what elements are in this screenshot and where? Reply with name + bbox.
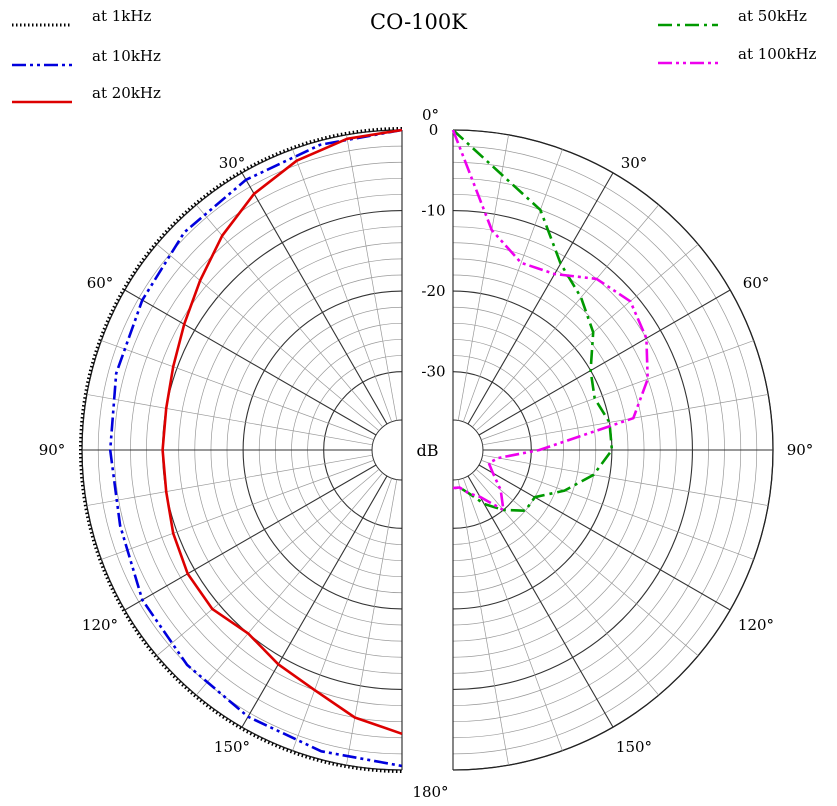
- legend-item-100khz: at 100kHz: [658, 44, 817, 65]
- grid-spoke-left: [292, 149, 393, 422]
- grid-spoke-right: [475, 469, 699, 656]
- legend-label-50khz: at 50kHz: [738, 7, 807, 25]
- legend-swatch-svg-1khz: [12, 23, 72, 27]
- legend-swatch-svg-100khz: [658, 61, 718, 65]
- legend-label-10khz: at 10kHz: [92, 47, 161, 65]
- legend-swatch-100khz: [658, 51, 718, 65]
- grid-spoke-left: [241, 172, 388, 425]
- grid-spoke-left: [101, 340, 374, 441]
- polar-labels: 0 -10 -20 -30 dB 0° 180° 30° 60° 90° 120° 150° 30° 60…: [39, 106, 814, 801]
- legend-item-20khz: at 20kHz: [12, 83, 161, 104]
- angle-label-right-4: 150°: [616, 738, 652, 756]
- grid-spoke-right: [457, 134, 509, 421]
- angle-label-180: 180°: [412, 783, 448, 801]
- series-line-2: [161, 128, 403, 736]
- series-line-4: [451, 129, 649, 512]
- legend-item-10khz: at 10kHz: [12, 46, 161, 67]
- grid-spoke-right: [482, 454, 769, 506]
- legend-swatch-svg-20khz: [12, 100, 72, 104]
- grid-spoke-right: [467, 475, 614, 728]
- grid-spoke-right: [457, 479, 509, 766]
- grid-spoke-left: [156, 469, 380, 656]
- radial-tick-label: -20: [421, 282, 445, 300]
- grid-spoke-left: [196, 472, 383, 696]
- grid-spoke-right: [478, 464, 731, 611]
- legend-swatch-20khz: [12, 90, 72, 104]
- grid-spoke-left: [124, 289, 377, 436]
- grid-spoke-left: [86, 454, 373, 506]
- chart-title: CO-100K: [370, 10, 467, 34]
- unit-label: dB: [417, 441, 439, 460]
- angle-label-right-2: 90°: [787, 441, 814, 459]
- grid-spoke-right: [472, 204, 659, 428]
- legend-label-100khz: at 100kHz: [738, 45, 817, 63]
- grid-spoke-right: [462, 478, 563, 751]
- grid-spoke-left: [346, 134, 398, 421]
- grid-spoke-right: [475, 244, 699, 431]
- angle-label-left-4: 150°: [214, 738, 250, 756]
- legend-swatch-10khz: [12, 53, 72, 67]
- angle-label-0: 0°: [422, 106, 439, 124]
- legend-swatch-svg-10khz: [12, 63, 72, 67]
- legend-swatch-1khz: [12, 13, 72, 27]
- angle-label-left-0: 30°: [219, 154, 246, 172]
- angle-label-left-1: 60°: [87, 274, 114, 292]
- legend-item-1khz: at 1kHz: [12, 6, 152, 27]
- grid-spoke-right: [482, 394, 769, 446]
- grid-spoke-right: [478, 289, 731, 436]
- grid-spoke-right: [462, 149, 563, 422]
- grid-spoke-left: [292, 478, 393, 751]
- grid-inner-right: [452, 419, 484, 481]
- grid-spoke-left: [86, 394, 373, 446]
- grid-spoke-right: [467, 172, 614, 425]
- series-line-0: [79, 127, 402, 773]
- angle-label-right-1: 60°: [743, 274, 770, 292]
- radial-tick-label: -30: [421, 363, 445, 381]
- radial-tick-label: 0: [429, 121, 439, 139]
- radial-tick-label: -10: [421, 202, 445, 220]
- angle-label-right-0: 30°: [621, 154, 648, 172]
- grid-spoke-left: [156, 244, 380, 431]
- grid-inner-left: [371, 419, 403, 481]
- angle-label-left-2: 90°: [39, 441, 66, 459]
- legend-swatch-50khz: [658, 13, 718, 27]
- grid-spoke-left: [124, 464, 377, 611]
- legend-swatch-svg-50khz: [658, 23, 718, 27]
- grid-spoke-left: [101, 459, 374, 560]
- legend-label-1khz: at 1kHz: [92, 7, 152, 25]
- grid-spoke-right: [481, 340, 754, 441]
- polar-series: [79, 127, 649, 773]
- grid-spoke-right: [481, 459, 754, 560]
- angle-label-right-3: 120°: [738, 616, 774, 634]
- series-line-3: [452, 129, 614, 512]
- legend-label-20khz: at 20kHz: [92, 84, 161, 102]
- grid-spoke-left: [241, 475, 388, 728]
- angle-label-left-3: 120°: [82, 616, 118, 634]
- grid-spoke-left: [196, 204, 383, 428]
- series-line-1: [108, 128, 403, 768]
- legend-item-50khz: at 50kHz: [658, 6, 807, 27]
